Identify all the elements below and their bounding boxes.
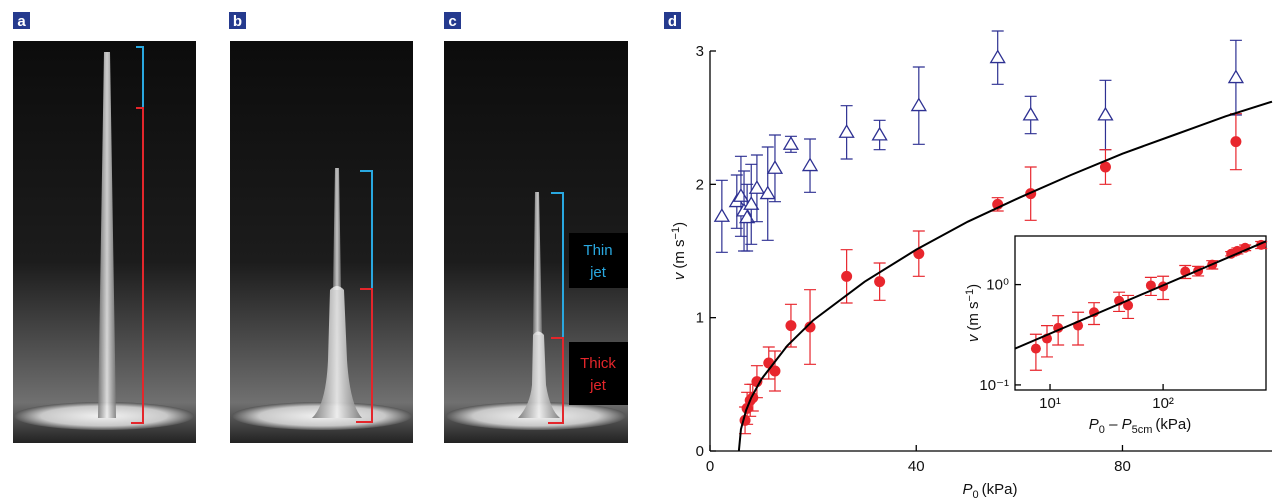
x-axis-label: P0 (kPa) [963,481,1018,500]
y-axis-label: v (m s−1) [670,222,688,280]
y-tick-label: 10⁻¹ [979,377,1009,394]
data-point [801,157,819,172]
photo-a [13,41,196,443]
data-point [1227,69,1245,84]
x-tick-label: 10¹ [1039,395,1061,412]
x-tick-label: 0 [706,458,714,475]
photo-c [444,41,628,443]
photo-b [230,41,413,443]
data-point [1097,106,1114,121]
y-axis-label-part: ) [671,222,688,227]
x-axis-label-part: P [963,481,973,498]
data-point [1145,280,1156,291]
inset-x-label: P0 – P5cm (kPa) [1089,416,1191,436]
panel-label: b [233,13,242,30]
inset-y-label-part: v [965,333,982,342]
data-point [910,97,927,112]
inset-frame [1014,235,1267,391]
y-axis-label-part: v [671,271,688,280]
data-point [838,124,855,138]
data-point [804,321,816,333]
inset-x-label-part: P [1089,416,1099,433]
inset-x-label-part: 0 [1099,424,1105,436]
data-point [1123,300,1134,311]
y-axis-label-part: −1 [670,227,682,240]
data-point [769,365,781,377]
panel-label-box [664,12,681,29]
inset-y-label: v (m s−1) [964,284,982,342]
data-point [743,196,760,210]
data-point [1030,343,1041,354]
panel-label-box [229,12,246,29]
inset-y-label-part: ) [965,284,982,289]
x-axis-label-part: (kPa) [982,481,1018,498]
data-point [785,320,797,332]
plot: 0 40 80 0 1 2 3 [696,30,1273,475]
data-point [841,270,853,282]
data-point [759,185,776,200]
data-point [782,136,800,150]
data-point [989,49,1006,64]
inset: 10¹ 10² 10⁻¹ 10⁰ [979,239,1268,412]
data-point [1230,136,1242,148]
data-point [871,126,888,141]
x-tick-label: 80 [1114,458,1131,475]
x-tick-label: 10² [1152,395,1174,412]
data-point [713,208,730,222]
panel-label: a [17,13,26,30]
y-tick-label: 10⁰ [986,277,1009,294]
panel-label: c [448,13,456,30]
data-point [1099,161,1111,173]
inset-x-label-part: (kPa) [1155,416,1191,433]
data-point [748,180,766,194]
panel-label-box [13,12,30,29]
annotation: jet [589,264,607,281]
data-point [874,276,886,288]
x-tick-label: 40 [908,458,925,475]
fit-line [737,100,1273,452]
inset-y-label-part: (m s [965,301,982,330]
annotation: Thick [580,355,616,372]
y-tick-label: 2 [696,176,704,193]
fit-line [1014,240,1267,350]
y-axis-label-part: (m s [671,239,688,268]
y-tick-label: 1 [696,310,704,327]
y-tick-label: 0 [696,443,704,460]
inset-x-label-part: 5cm [1132,424,1153,436]
annotation: Thin [583,242,612,259]
inset-x-label-part: – P [1105,416,1132,433]
data-point [1022,106,1039,121]
x-axis-label-part: 0 [973,489,979,500]
inset-y-label-part: −1 [964,289,976,302]
data-point [766,160,784,174]
panel-label-box [444,12,461,29]
data-point [738,209,756,224]
panel-label: d [668,13,677,30]
y-tick-label: 3 [696,43,704,60]
annotation: jet [589,377,607,394]
